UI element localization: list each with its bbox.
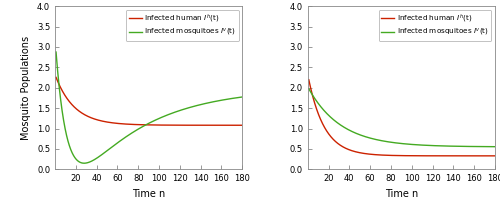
Legend: Infected human $\mathit{I}^h$(t), Infected mosquitoes $\mathit{I}^v$(t): Infected human $\mathit{I}^h$(t), Infect… [378, 10, 492, 41]
Legend: Infected human $\mathit{I}^h$(t), Infected mosquitoes $\mathit{I}^v$(t): Infected human $\mathit{I}^h$(t), Infect… [126, 10, 238, 41]
Y-axis label: Mosquito Populations: Mosquito Populations [22, 36, 32, 140]
X-axis label: Time n: Time n [132, 189, 165, 199]
X-axis label: Time n: Time n [385, 189, 418, 199]
